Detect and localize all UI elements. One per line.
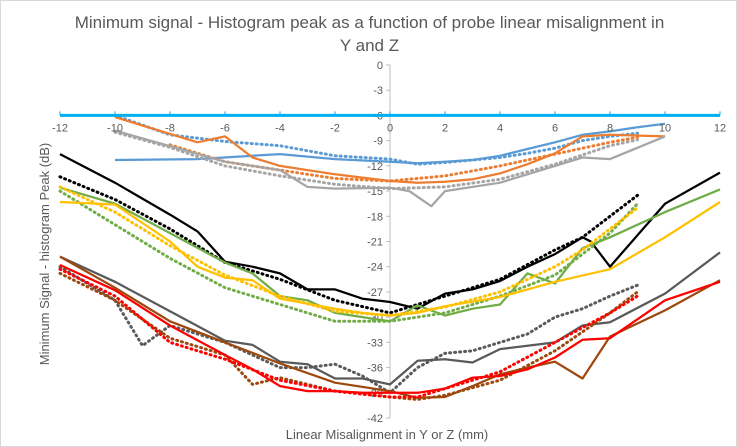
x-tick-label: -2	[330, 122, 340, 134]
x-tick-label: 0	[387, 122, 393, 134]
series-line-16-solid	[59, 263, 721, 394]
series-line-0-solid	[114, 122, 666, 165]
y-tick-label: -24	[367, 262, 383, 274]
y-tick-label: -36	[367, 363, 383, 375]
series-line-15-dotted	[58, 271, 639, 401]
x-tick-label: -12	[52, 122, 68, 134]
series-line-4-solid	[114, 129, 666, 208]
chart-title-line-2: Y and Z	[339, 36, 400, 55]
series-line-6-solid	[59, 153, 721, 310]
series-line-14-solid	[59, 255, 721, 399]
x-tick-label: -8	[165, 122, 175, 134]
series-line-17-dotted	[58, 267, 639, 399]
y-tick-label: -18	[367, 211, 383, 223]
y-tick-label: -9	[373, 136, 383, 148]
series-line-10-solid	[59, 200, 721, 317]
x-tick-label: 6	[552, 122, 558, 134]
series-line-5-dotted	[113, 130, 639, 191]
y-tick-label: -27	[367, 287, 383, 299]
x-tick-label: 8	[607, 122, 613, 134]
series-line-7-dotted	[58, 175, 639, 315]
chart-title-line-1: Minimum signal - Histogram peak as a fun…	[74, 13, 665, 32]
series-line-2-solid	[114, 116, 666, 184]
y-tick-label: -33	[367, 337, 383, 349]
y-tick-label: -12	[367, 161, 383, 173]
y-axis-title: Minimum Signal - histogram Peak (dB)	[37, 143, 52, 366]
x-tick-label: 12	[714, 122, 726, 134]
series-line-9-dotted	[58, 189, 639, 323]
series-line-11-dotted	[58, 185, 639, 317]
x-tick-label: 10	[659, 122, 671, 134]
y-tick-label: -3	[373, 85, 383, 97]
x-tick-label: -10	[107, 122, 123, 134]
y-tick-label: -42	[367, 413, 383, 425]
y-tick-label: -21	[367, 237, 383, 249]
x-tick-label: -6	[220, 122, 230, 134]
series-line-13-dotted	[58, 265, 639, 395]
y-tick-label: 0	[377, 60, 383, 72]
x-tick-label: 4	[497, 122, 503, 134]
x-tick-label: -4	[275, 122, 285, 134]
x-axis-title: Linear Misalignment in Y or Z (mm)	[286, 427, 489, 442]
x-tick-label: 2	[442, 122, 448, 134]
series-line-12-solid	[59, 251, 721, 386]
